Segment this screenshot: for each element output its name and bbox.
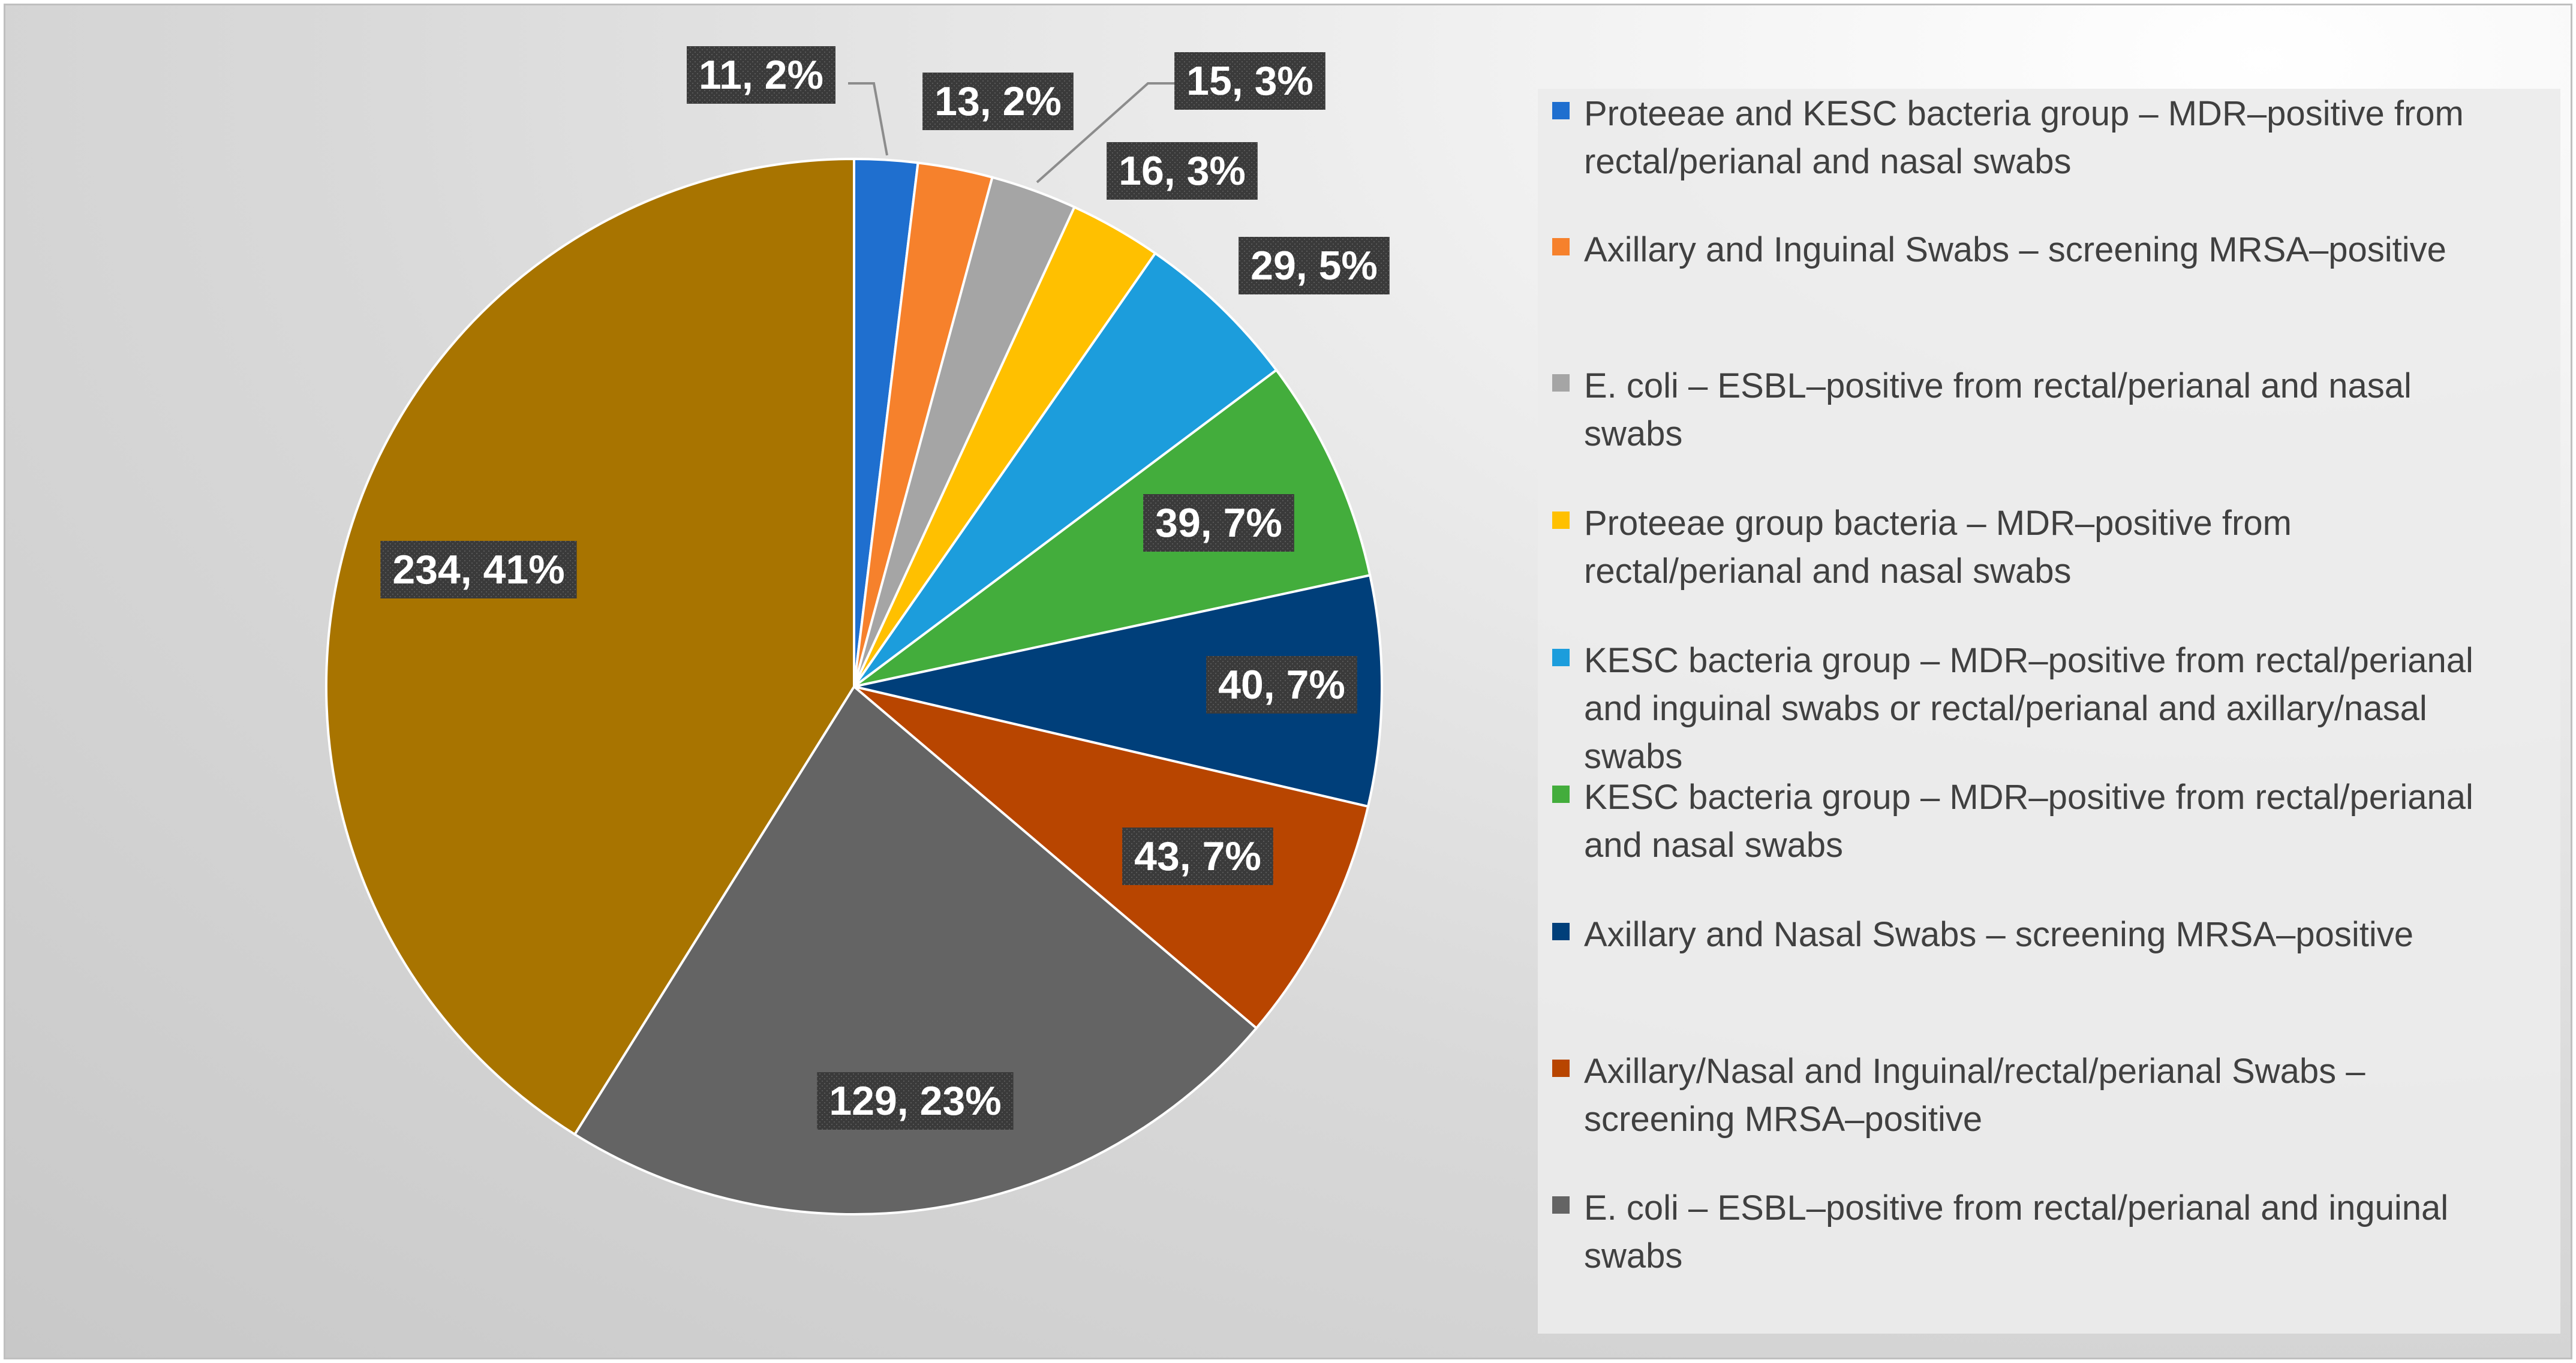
- pie-slice: [853, 573, 1383, 808]
- data-label-background: [1206, 656, 1357, 714]
- legend-swatch: [1552, 1060, 1570, 1077]
- leader-line: [1036, 82, 1184, 183]
- data-label-text: 15, 3%: [1186, 58, 1313, 104]
- data-label-background: [1174, 52, 1325, 110]
- legend-swatch: [1552, 374, 1570, 392]
- data-label: 29, 5%: [1239, 237, 1390, 294]
- data-label-background: [1107, 142, 1258, 200]
- data-label-text: 43, 7%: [1134, 834, 1261, 879]
- legend-item: E. coli – ESBL–positive from rectal/peri…: [1538, 1184, 2560, 1280]
- data-label: 16, 3%: [1107, 142, 1258, 200]
- legend-swatch: [1552, 786, 1570, 803]
- data-label-background: [380, 541, 577, 598]
- legend-item: E. coli – ESBL–positive from rectal/peri…: [1538, 362, 2560, 458]
- data-label-text: 40, 7%: [1218, 662, 1345, 708]
- data-label: 13, 2%: [922, 73, 1074, 130]
- legend-swatch: [1552, 649, 1570, 666]
- legend-label: E. coli – ESBL–positive from rectal/peri…: [1584, 1189, 2449, 1275]
- data-label: 234, 41%: [380, 541, 577, 598]
- legend-swatch: [1552, 102, 1570, 119]
- pie-slice: [853, 685, 1370, 1030]
- data-label-text: 11, 2%: [699, 52, 823, 98]
- data-label-text: 13, 2%: [934, 79, 1062, 124]
- pie-slice: [324, 157, 855, 1136]
- data-label-text: 16, 3%: [1119, 148, 1246, 194]
- data-label-text: 129, 23%: [829, 1078, 1001, 1124]
- data-label-background: [817, 1072, 1014, 1130]
- legend-item: Proteeae and KESC bacteria group – MDR–p…: [1538, 90, 2560, 186]
- legend-label: Axillary and Inguinal Swabs – screening …: [1584, 230, 2446, 269]
- data-label-text: 234, 41%: [392, 547, 564, 592]
- data-label-background: [687, 46, 835, 104]
- data-label-text: 39, 7%: [1155, 500, 1282, 546]
- pie-slice: [853, 368, 1372, 688]
- legend-item: KESC bacteria group – MDR–positive from …: [1538, 637, 2560, 781]
- legend-label: Axillary/Nasal and Inguinal/rectal/peria…: [1584, 1052, 2365, 1139]
- data-label: 11, 2%: [687, 46, 835, 104]
- pie-slice: [853, 251, 1278, 688]
- data-label: 15, 3%: [1174, 52, 1325, 110]
- data-label: 39, 7%: [1143, 494, 1294, 552]
- legend-label: E. coli – ESBL–positive from rectal/peri…: [1584, 366, 2412, 453]
- legend-item: Axillary/Nasal and Inguinal/rectal/peria…: [1538, 1048, 2560, 1144]
- legend-swatch: [1552, 238, 1570, 255]
- data-label-background: [922, 73, 1074, 130]
- data-label-background: [1143, 494, 1294, 552]
- legend-label: Proteeae group bacteria – MDR–positive f…: [1584, 504, 2292, 591]
- legend-swatch: [1552, 1196, 1570, 1214]
- leader-line: [848, 82, 888, 156]
- data-label-background: [1239, 237, 1390, 294]
- legend-swatch: [1552, 923, 1570, 940]
- legend-item: Proteeae group bacteria – MDR–positive f…: [1538, 500, 2560, 595]
- legend-label: Proteeae and KESC bacteria group – MDR–p…: [1584, 94, 2464, 181]
- data-label-text: 29, 5%: [1251, 243, 1378, 288]
- legend-swatch: [1552, 511, 1570, 529]
- chart-area: 11, 2% 13, 2% 15, 3% 16, 3% 29, 5% 39, 7% 40, …: [4, 4, 2572, 1359]
- pie-chart: 11, 2% 13, 2% 15, 3% 16, 3% 29, 5% 39, 7% 40, …: [324, 46, 1390, 1216]
- legend: Proteeae and KESC bacteria group – MDR–p…: [1538, 89, 2560, 1334]
- data-label-background: [1122, 828, 1273, 885]
- data-label: 43, 7%: [1122, 828, 1273, 885]
- data-label: 129, 23%: [817, 1072, 1014, 1130]
- data-label: 40, 7%: [1206, 656, 1357, 714]
- legend-item: Axillary and Inguinal Swabs – screening …: [1538, 226, 2560, 274]
- legend-item: Axillary and Nasal Swabs – screening MRS…: [1538, 911, 2560, 959]
- legend-item: KESC bacteria group – MDR–positive from …: [1538, 774, 2560, 869]
- legend-label: KESC bacteria group – MDR–positive from …: [1584, 778, 2473, 865]
- legend-label: KESC bacteria group – MDR–positive from …: [1584, 641, 2473, 776]
- legend-label: Axillary and Nasal Swabs – screening MRS…: [1584, 915, 2413, 954]
- pie-slice: [573, 684, 1258, 1216]
